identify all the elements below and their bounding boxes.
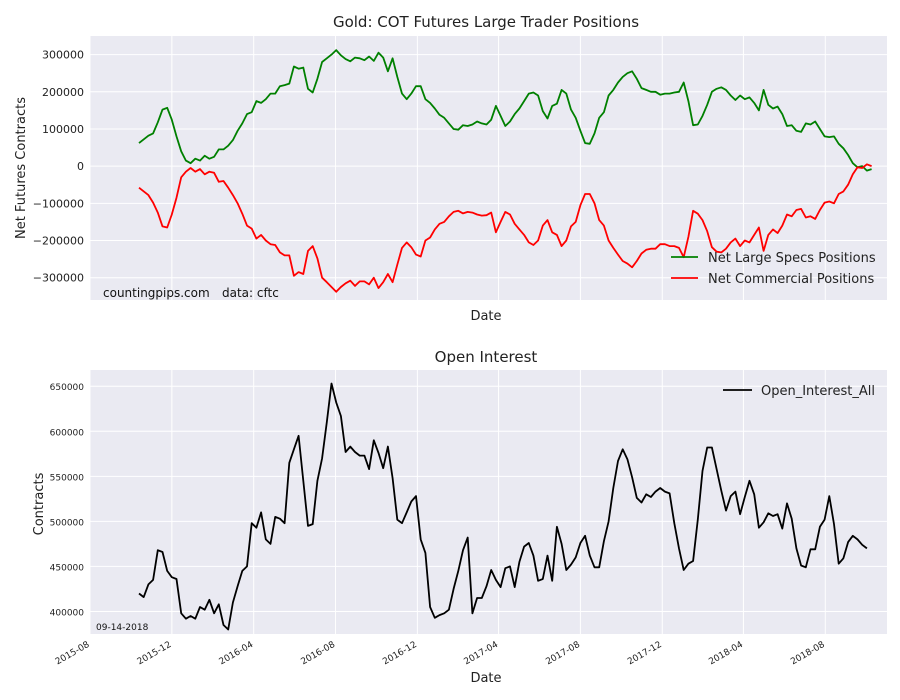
chart2-legend: Open_Interest_All — [723, 384, 875, 399]
chart2-plot-area — [90, 370, 887, 634]
x-tick-label: 2016-12 — [381, 640, 419, 667]
y-tick-label: −100000 — [33, 197, 84, 210]
chart2-annotation-date: 09-14-2018 — [96, 623, 149, 633]
y-tick-label: −300000 — [33, 272, 84, 285]
y-tick-label: −200000 — [33, 235, 84, 248]
y-tick-label: 550000 — [50, 473, 85, 483]
y-tick-label: 0 — [77, 160, 84, 173]
chart1-y-ticks: 300000 200000 100000 0 −100000 −200000 −300000 — [33, 49, 84, 285]
y-tick-label: 100000 — [42, 123, 84, 136]
legend-label-open-interest: Open_Interest_All — [761, 384, 875, 399]
x-tick-label: 2016-04 — [218, 640, 256, 668]
chart2-y-label: Contracts — [32, 472, 47, 535]
x-tick-label: 2017-08 — [544, 640, 582, 668]
chart1-x-label: Date — [470, 309, 501, 324]
chart1-annotation-source: countingpips.com — [103, 286, 210, 300]
x-tick-label: 2017-04 — [462, 640, 500, 668]
series-line-net-commercial-positions — [138, 163, 872, 293]
y-tick-label: 200000 — [42, 86, 84, 99]
y-tick-label: 500000 — [50, 518, 85, 528]
series-line-net-large-specs-positions — [138, 49, 872, 172]
open-interest-chart: Open Interest 400000 450000 500000 550000 60… — [32, 348, 887, 686]
x-tick-label: 2018-08 — [789, 640, 827, 668]
chart1-annotation-data: data: cftc — [222, 286, 279, 300]
y-tick-label: 300000 — [42, 49, 84, 62]
x-tick-label: 2015-08 — [54, 640, 92, 668]
y-tick-label: 650000 — [50, 383, 85, 393]
x-tick-label: 2016-08 — [299, 640, 337, 668]
y-tick-label: 600000 — [50, 428, 85, 438]
chart1-title: Gold: COT Futures Large Trader Positions — [333, 13, 639, 31]
series-line-open-interest-all — [138, 382, 868, 631]
x-tick-label: 2018-04 — [707, 640, 745, 668]
y-tick-label: 450000 — [50, 563, 85, 573]
chart1-y-label: Net Futures Contracts — [14, 97, 29, 239]
legend-label-large-specs: Net Large Specs Positions — [708, 251, 876, 266]
legend-label-commercial: Net Commercial Positions — [708, 272, 874, 287]
chart2-x-label: Date — [470, 671, 501, 686]
x-tick-label: 2017-12 — [626, 640, 664, 667]
chart2-y-ticks: 400000 450000 500000 550000 600000 650000 — [50, 383, 85, 618]
chart2-title: Open Interest — [435, 348, 538, 366]
y-tick-label: 400000 — [50, 608, 85, 618]
chart1-series — [138, 49, 872, 293]
x-tick-label: 2015-12 — [136, 640, 174, 667]
chart2-series — [138, 382, 868, 631]
chart1-legend: Net Large Specs Positions Net Commercial… — [671, 251, 876, 287]
chart1-grid — [89, 36, 887, 300]
chart2-x-ticks: 2015-08 2015-12 2016-04 2016-08 2016-12 2017-… — [54, 640, 827, 668]
cot-positions-chart: Gold: COT Futures Large Trader Positions… — [14, 13, 887, 324]
chart1-plot-area — [90, 36, 887, 300]
